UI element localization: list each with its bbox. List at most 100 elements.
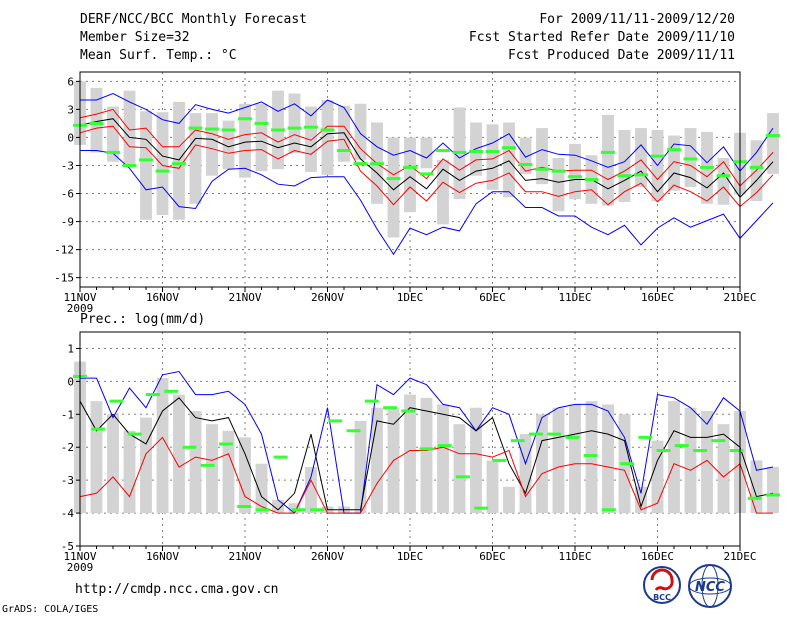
ensemble-range-bar xyxy=(519,434,532,514)
x-tick-label: 11DEC xyxy=(558,291,591,304)
grads-credit: GrADS: COLA/IGES xyxy=(2,604,99,615)
ensemble-range-bar xyxy=(750,460,763,514)
temperature-panel: 6 3 0 -3 -6 -9 -12 -15 11NOV 16NOV 21NOV 26NOV 1DEC 6… xyxy=(54,71,780,315)
ensemble-range-bar xyxy=(305,106,317,173)
series-max-line xyxy=(80,370,774,514)
ensemble-range-bar xyxy=(288,503,301,514)
series-lower-line xyxy=(79,125,774,208)
ensemble-range-bar xyxy=(486,124,499,190)
source-url: http://cmdp.ncc.cma.gov.cn xyxy=(75,582,279,597)
ensemble-range-bar xyxy=(156,378,169,514)
ensemble-range-bar xyxy=(206,424,218,514)
ensemble-range-bar xyxy=(701,411,713,514)
ensemble-range-bar xyxy=(173,101,185,220)
ensemble-range-bar xyxy=(354,103,367,160)
y-tick-label: -2 xyxy=(61,441,74,454)
ensemble-range-bar xyxy=(321,100,334,175)
member-size: Member Size=32 xyxy=(80,30,190,45)
ensemble-range-bar xyxy=(717,424,730,514)
series-upper-line xyxy=(79,108,774,187)
ensemble-range-bar xyxy=(717,158,730,205)
ensemble-range-bar xyxy=(668,401,680,514)
ensemble-range-bar xyxy=(767,113,779,174)
ensemble-range-bar xyxy=(272,499,284,514)
series-mean-line xyxy=(79,118,774,199)
ensemble-range-bar xyxy=(470,407,482,514)
chart-title: DERF/NCC/BCC Monthly Forecast xyxy=(80,12,307,27)
ensemble-range-bar xyxy=(288,93,301,154)
ensemble-range-bar xyxy=(387,137,400,238)
x-tick-label: 1DEC xyxy=(397,550,424,563)
ensemble-range-bar xyxy=(569,404,581,514)
ncc-logo-text: NCC xyxy=(695,580,725,595)
ensemble-range-bar xyxy=(239,103,251,178)
y-tick-label: -3 xyxy=(61,159,74,172)
ensemble-range-bar xyxy=(156,112,169,216)
ensemble-range-bar xyxy=(420,137,433,169)
x-tick-label: 21DEC xyxy=(723,550,756,563)
ensemble-range-bar xyxy=(503,486,515,514)
ensemble-range-bar xyxy=(222,430,235,514)
x-tick-label: 21DEC xyxy=(723,291,756,304)
ensemble-range-bar xyxy=(651,440,664,514)
series-mean-line xyxy=(79,397,774,511)
ensemble-range-bar xyxy=(140,417,152,514)
x-tick-label: 11DEC xyxy=(558,550,591,563)
precip-axis-label: Prec.: log(mm/d) xyxy=(80,312,205,327)
ensemble-range-bar xyxy=(569,143,581,200)
x-tick-label: 16NOV xyxy=(146,291,179,304)
ensemble-range-bar xyxy=(255,103,268,172)
ensemble-range-bar xyxy=(123,90,136,166)
ensemble-range-bar xyxy=(90,87,103,153)
ensemble-range-bar xyxy=(635,486,647,514)
ensemble-range-bar xyxy=(371,407,383,514)
ensemble-range-bar xyxy=(206,113,218,176)
ensemble-range-bar xyxy=(602,404,614,514)
ensemble-range-bar xyxy=(635,128,647,187)
y-tick-label: 0 xyxy=(67,375,74,388)
x-tick-label: 21NOV xyxy=(228,550,261,563)
x-tick-label: 26NOV xyxy=(311,550,344,563)
ensemble-range-bar xyxy=(668,135,680,191)
ensemble-range-bar xyxy=(437,404,449,514)
x-tick-label: 16DEC xyxy=(641,291,674,304)
ensemble-range-bar xyxy=(140,111,152,220)
ensemble-range-bar xyxy=(585,401,598,514)
ensemble-range-bar xyxy=(123,430,136,514)
ensemble-range-bar xyxy=(404,394,416,514)
y-tick-label: -3 xyxy=(61,474,74,487)
y-tick-label: 1 xyxy=(67,342,74,355)
y-tick-label: -12 xyxy=(54,244,74,257)
y-tick-label: 6 xyxy=(67,75,74,88)
ensemble-range-bar xyxy=(305,466,317,514)
ensemble-range-bar xyxy=(107,414,119,514)
forecast-period: For 2009/11/11-2009/12/20 xyxy=(539,12,735,27)
ensemble-range-bar xyxy=(519,137,532,174)
ensemble-range-bar xyxy=(552,407,565,514)
y-tick-label: -15 xyxy=(54,272,74,285)
y-tick-label: 0 xyxy=(67,131,74,144)
ensemble-range-bar xyxy=(618,129,631,202)
ensemble-range-bar xyxy=(767,466,779,514)
ensemble-range-bar xyxy=(107,106,119,162)
x-tick-label: 26NOV xyxy=(311,291,344,304)
x-tick-label: 16NOV xyxy=(146,550,179,563)
ensemble-range-bar xyxy=(90,401,103,514)
y-tick-label: 3 xyxy=(67,103,74,116)
x-year-label: 2009 xyxy=(67,561,94,574)
bcc-logo-text: BCC xyxy=(653,593,671,602)
ensemble-range-bar xyxy=(189,113,202,204)
y-tick-label: -1 xyxy=(61,408,74,421)
ensemble-range-bar xyxy=(404,137,416,213)
x-year-label: 2009 xyxy=(67,302,94,315)
x-tick-label: 21NOV xyxy=(228,291,261,304)
ensemble-range-bar xyxy=(503,122,515,198)
x-tick-label: 6DEC xyxy=(479,291,506,304)
ensemble-range-bar xyxy=(684,407,697,514)
ensemble-range-bar xyxy=(536,414,548,514)
ensemble-range-bar xyxy=(189,411,202,514)
y-tick-label: -4 xyxy=(61,507,75,520)
x-tick-label: 6DEC xyxy=(479,550,506,563)
ensemble-range-bar xyxy=(453,424,466,514)
